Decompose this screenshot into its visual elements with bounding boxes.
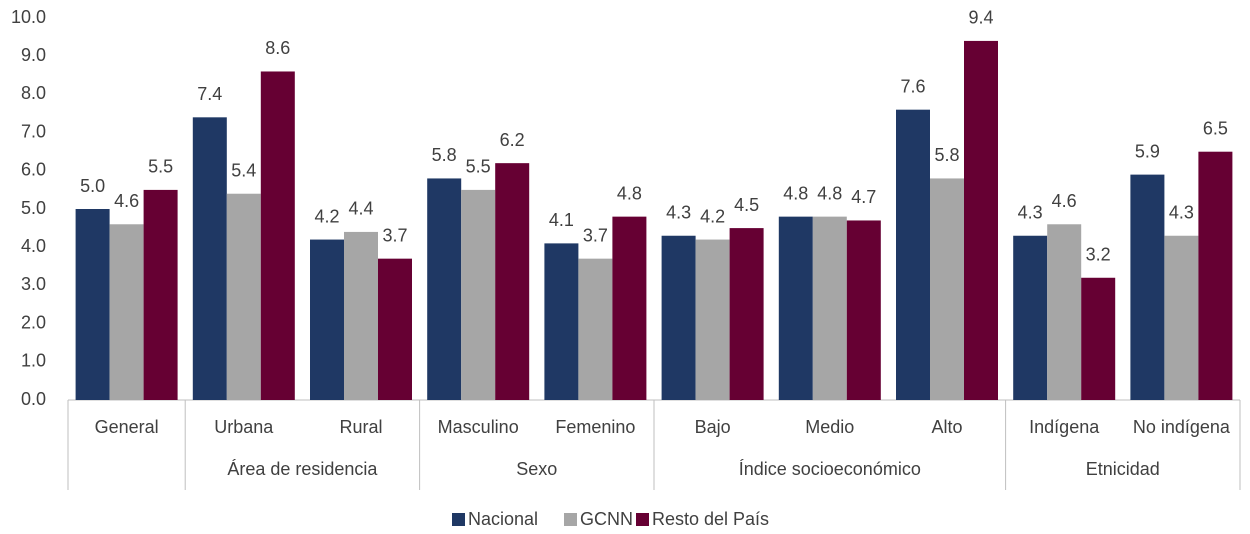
data-label: 3.2 [1086, 245, 1111, 265]
group-label: Área de residencia [227, 459, 378, 479]
legend-swatch [564, 513, 577, 526]
y-tick-label: 1.0 [21, 351, 46, 371]
legend-label: Resto del País [652, 509, 769, 529]
x-tick-label: Femenino [555, 417, 635, 437]
x-tick-label: Rural [339, 417, 382, 437]
bar [544, 243, 579, 400]
bar [192, 117, 227, 400]
bar [930, 178, 964, 400]
bar [495, 163, 530, 400]
x-tick-label: Masculino [438, 417, 519, 437]
bar [578, 258, 613, 400]
data-label: 9.4 [968, 8, 993, 28]
x-tick-label: General [95, 417, 159, 437]
y-tick-label: 8.0 [21, 83, 46, 103]
data-label: 4.2 [314, 206, 339, 226]
data-label: 5.4 [231, 160, 256, 180]
bar [964, 40, 998, 401]
data-label: 5.5 [148, 157, 173, 177]
bar [812, 216, 847, 400]
x-tick-label: Bajo [695, 417, 731, 437]
data-label: 4.8 [783, 183, 808, 203]
data-label: 7.4 [197, 84, 222, 104]
y-tick-label: 7.0 [21, 121, 46, 141]
data-label: 6.5 [1203, 118, 1228, 138]
legend-swatch [452, 513, 465, 526]
data-label: 4.5 [734, 195, 759, 215]
bar [612, 216, 647, 400]
bar [260, 71, 295, 400]
y-tick-label: 0.0 [21, 389, 46, 409]
bar [226, 193, 261, 400]
bar [75, 209, 110, 400]
bar [1198, 151, 1233, 400]
data-label: 4.3 [1018, 202, 1043, 222]
data-label: 4.3 [1169, 202, 1194, 222]
data-label: 7.6 [900, 76, 925, 96]
data-label: 4.2 [700, 206, 725, 226]
data-label: 4.6 [1052, 191, 1077, 211]
bar [109, 224, 144, 400]
bar [427, 178, 462, 400]
bar [1081, 277, 1116, 400]
bar [143, 189, 178, 400]
bar [729, 228, 764, 400]
data-label: 5.0 [80, 176, 105, 196]
bar [1047, 224, 1082, 400]
legend-swatch [636, 513, 649, 526]
group-label: Índice socioeconómico [739, 459, 921, 479]
bar [778, 216, 813, 400]
bar [1013, 235, 1048, 400]
data-label: 4.1 [549, 210, 574, 230]
data-label: 5.5 [466, 157, 491, 177]
bar [695, 239, 730, 400]
y-tick-label: 5.0 [21, 198, 46, 218]
x-tick-label: Alto [931, 417, 962, 437]
y-tick-label: 9.0 [21, 45, 46, 65]
group-label: Sexo [516, 459, 557, 479]
group-label: Etnicidad [1086, 459, 1160, 479]
x-tick-label: No indígena [1133, 417, 1231, 437]
legend-label: GCNN [580, 509, 633, 529]
y-tick-label: 10.0 [11, 7, 46, 27]
bar [461, 189, 496, 400]
bar [1130, 174, 1165, 400]
data-label: 8.6 [265, 38, 290, 58]
y-tick-label: 3.0 [21, 274, 46, 294]
data-label: 5.9 [1135, 141, 1160, 161]
data-label: 3.7 [382, 225, 407, 245]
bar [378, 258, 412, 400]
data-label: 4.4 [348, 199, 373, 219]
bar [310, 239, 344, 400]
y-tick-label: 2.0 [21, 312, 46, 332]
bar [1164, 235, 1199, 400]
y-tick-label: 6.0 [21, 160, 46, 180]
y-tick-label: 4.0 [21, 236, 46, 256]
data-label: 4.8 [817, 183, 842, 203]
legend-label: Nacional [468, 509, 538, 529]
bar [846, 220, 881, 400]
data-label: 4.3 [666, 202, 691, 222]
bar [661, 235, 696, 400]
data-label: 4.7 [851, 187, 876, 207]
data-label: 3.7 [583, 225, 608, 245]
bar [896, 109, 930, 401]
x-tick-label: Urbana [214, 417, 274, 437]
bar [344, 231, 378, 400]
x-tick-label: Indígena [1029, 417, 1100, 437]
x-tick-label: Medio [805, 417, 854, 437]
data-label: 5.8 [934, 145, 959, 165]
data-label: 4.8 [617, 183, 642, 203]
data-label: 6.2 [500, 130, 525, 150]
data-label: 5.8 [432, 145, 457, 165]
data-label: 4.6 [114, 191, 139, 211]
